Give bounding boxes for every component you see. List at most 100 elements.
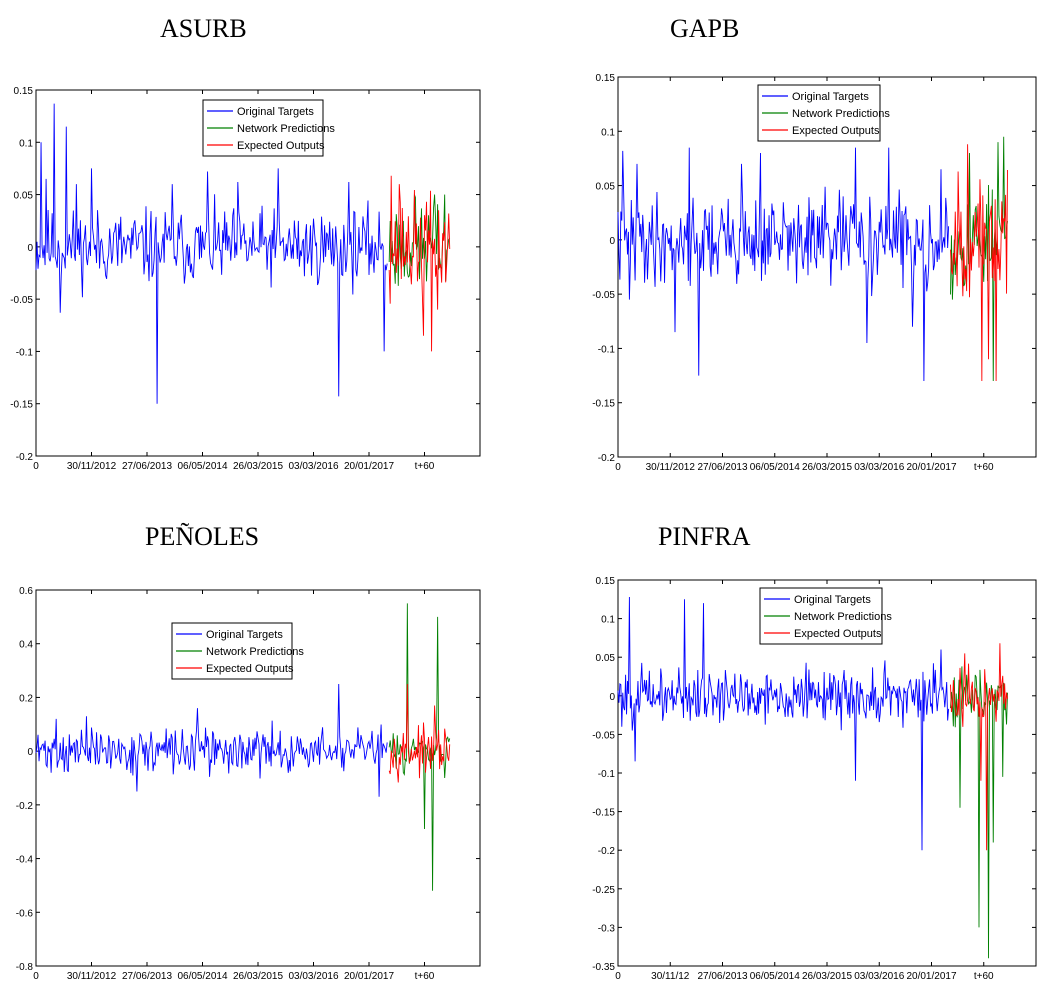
y-tick-label: -0.3 [598, 923, 616, 934]
x-tick-label: 03/03/2016 [854, 462, 904, 473]
original-targets-series [35, 683, 388, 797]
legend-label: Expected Outputs [206, 663, 294, 675]
y-tick-label: -0.2 [16, 801, 34, 812]
x-tick-label: 06/05/2014 [750, 462, 800, 473]
expected-outputs-series [950, 643, 1008, 851]
legend-label: Network Predictions [792, 108, 890, 120]
x-tick-label: t+60 [415, 461, 435, 472]
x-tick-label: 0 [33, 971, 39, 982]
x-tick-label: 30/11/2012 [67, 461, 117, 472]
x-tick-label: 20/01/2017 [906, 971, 956, 982]
y-tick-label: -0.2 [16, 452, 34, 463]
x-tick-label: 26/03/2015 [802, 462, 852, 473]
legend: Original Targets Network Predictions Expec… [757, 84, 890, 142]
chart-title-penoles: PEÑOLES [145, 522, 260, 551]
y-tick-label: -0.15 [592, 808, 615, 819]
legend-label: Original Targets [237, 106, 314, 118]
y-tick-label: 0.05 [14, 191, 34, 202]
y-tick-label: -0.1 [598, 769, 616, 780]
x-tick-label: 30/11/2012 [646, 462, 696, 473]
y-tick-label: 0.15 [14, 86, 34, 97]
x-tick-label: t+60 [974, 462, 994, 473]
original-targets-series [617, 596, 950, 851]
legend-label: Original Targets [206, 629, 283, 641]
y-tick-label: -0.1 [598, 344, 616, 355]
network-predictions-series [388, 603, 451, 891]
x-tick-label: 26/03/2015 [802, 971, 852, 982]
x-tick-label: 0 [615, 462, 621, 473]
y-tick-label: -0.35 [592, 962, 615, 973]
y-tick-label: 0.2 [19, 693, 33, 704]
y-tick-label: -0.05 [10, 295, 33, 306]
x-tick-label: 06/05/2014 [177, 461, 227, 472]
y-tick-label: 0.1 [601, 615, 615, 626]
x-tick-label: 20/01/2017 [344, 971, 394, 982]
y-tick-label: 0.1 [601, 127, 615, 138]
y-tick-label: 0 [27, 243, 33, 254]
gapb-chart: 0.150.10.050-0.05-0.1-0.15-0.20 30/11/201… [592, 73, 1037, 473]
chart-title-pinfra: PINFRA [658, 522, 751, 551]
legend: Original Targets Network Predictions Expec… [202, 99, 335, 157]
x-tick-label: 03/03/2016 [288, 971, 338, 982]
y-tick-label: -0.4 [16, 855, 34, 866]
x-tick-label: 03/03/2016 [288, 461, 338, 472]
y-tick-label: 0.05 [596, 653, 616, 664]
y-tick-label: -0.8 [16, 962, 34, 973]
legend-label: Expected Outputs [794, 628, 882, 640]
pinfra-chart: 0.15 0.1 0.05 0 -0.05 -0.1 -0.15 -0.2 -0.25 -0.3 -… [592, 576, 1037, 982]
y-tick-label: -0.05 [592, 730, 615, 741]
legend-label: Network Predictions [206, 646, 304, 658]
chart-title-asurb: ASURB [160, 14, 247, 43]
x-tick-label: 20/01/2017 [906, 462, 956, 473]
legend-label: Network Predictions [237, 123, 335, 135]
legend-label: Expected Outputs [237, 140, 325, 152]
y-tick-label: 0.15 [596, 73, 616, 84]
x-tick-label: 30/11/12 [651, 971, 690, 982]
chart-title-gapb: GAPB [670, 14, 740, 43]
legend-label: Network Predictions [794, 611, 892, 623]
expected-outputs-series [388, 175, 451, 352]
penoles-chart: 0.60.40.20-0.2-0.4-0.6-0.80 30/11/2012 27/… [16, 586, 481, 982]
y-tick-label: -0.6 [16, 908, 34, 919]
y-tick-label: -0.15 [10, 400, 33, 411]
x-tick-label: 0 [615, 971, 621, 982]
y-tick-label: -0.25 [592, 885, 615, 896]
asurb-chart: 0.150.10.050-0.05-0.1-0.15-0.20 30/11/201… [10, 86, 481, 472]
y-tick-label: -0.2 [598, 453, 616, 464]
expected-outputs-series [388, 683, 451, 783]
y-tick-label: -0.2 [598, 846, 616, 857]
x-tick-label: t+60 [974, 971, 994, 982]
x-tick-label: 30/11/2012 [67, 971, 117, 982]
legend: Original Targets Network Predictions Expec… [171, 622, 304, 680]
legend-label: Original Targets [794, 594, 871, 606]
x-tick-label: 27/06/2013 [697, 971, 747, 982]
x-tick-label: 20/01/2017 [344, 461, 394, 472]
x-tick-label: 06/05/2014 [750, 971, 800, 982]
x-tick-label: 03/03/2016 [854, 971, 904, 982]
x-tick-label: 26/03/2015 [233, 461, 283, 472]
legend-label: Expected Outputs [792, 125, 880, 137]
x-tick-label: 0 [33, 461, 39, 472]
y-tick-label: 0.15 [596, 576, 616, 587]
y-tick-label: -0.05 [592, 290, 615, 301]
y-tick-label: -0.1 [16, 347, 34, 358]
expected-outputs-series [950, 144, 1008, 382]
x-tick-label: 27/06/2013 [122, 461, 172, 472]
y-tick-label: -0.15 [592, 399, 615, 410]
y-tick-label: 0.1 [19, 138, 33, 149]
x-tick-label: t+60 [415, 971, 435, 982]
y-tick-label: 0 [609, 692, 615, 703]
y-tick-label: 0.4 [19, 640, 33, 651]
x-tick-label: 06/05/2014 [177, 971, 227, 982]
original-targets-series [617, 147, 950, 382]
original-targets-series [35, 103, 388, 404]
y-tick-label: 0.6 [19, 586, 33, 597]
x-tick-label: 27/06/2013 [122, 971, 172, 982]
y-tick-label: 0 [27, 747, 33, 758]
legend: Original Targets Network Predictions Expec… [759, 587, 892, 645]
x-tick-label: 26/03/2015 [233, 971, 283, 982]
y-tick-label: 0.05 [596, 182, 616, 193]
legend-label: Original Targets [792, 91, 869, 103]
y-tick-label: 0 [609, 236, 615, 247]
x-tick-label: 27/06/2013 [697, 462, 747, 473]
